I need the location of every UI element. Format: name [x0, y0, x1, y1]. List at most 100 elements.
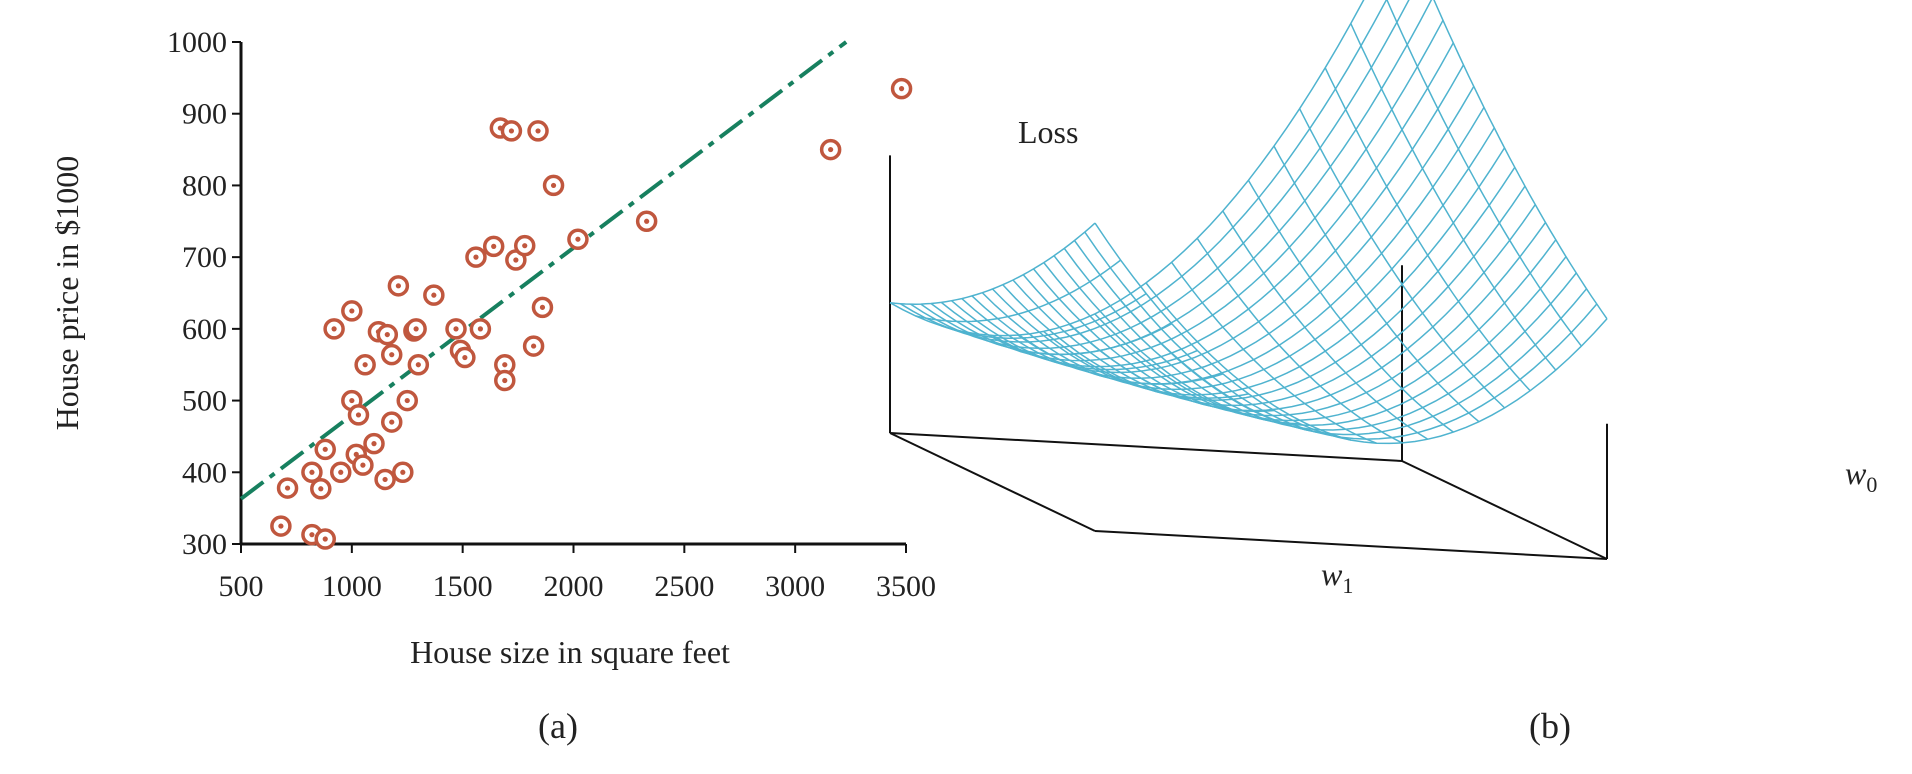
data-point-dot [575, 236, 581, 242]
surface-xlabel-subscript: 1 [1342, 573, 1353, 598]
data-point-dot [371, 441, 377, 447]
surface-xlabel-w: w [1321, 556, 1343, 592]
scatter-panel: 500 1000 1500 2000 2500 3000 3500 300 400 500 600 7… [49, 26, 936, 746]
x-tick-label: 2500 [654, 570, 714, 603]
mesh-line-w1 [910, 0, 1410, 350]
surface-panel: Loss w1 w0 (b) [889, 0, 1877, 746]
data-point-dot [400, 469, 406, 475]
data-point-dot [508, 128, 515, 134]
data-point [445, 318, 467, 340]
data-point-dot [353, 451, 359, 457]
data-point [347, 404, 370, 426]
data-point-dot [453, 326, 459, 332]
data-point [314, 528, 336, 550]
data-point [387, 275, 410, 297]
mesh-line-w1 [1032, 222, 1547, 417]
data-point-dot [477, 326, 483, 332]
mesh-line-w1 [1073, 240, 1588, 436]
data-point-dot [413, 326, 419, 332]
surface-box-back-bottom [889, 432, 1403, 462]
mesh-line-w1 [1063, 247, 1577, 431]
data-point-dot [384, 331, 390, 338]
mesh-line-w1 [981, 127, 1495, 391]
x-tick-label: 1000 [322, 570, 382, 603]
data-point-dot [389, 419, 395, 425]
data-point [380, 343, 403, 366]
data-point [330, 461, 352, 484]
scatter-xlabel: House size in square feet [410, 634, 730, 670]
data-point [465, 246, 487, 268]
y-tick-label: 600 [182, 313, 227, 346]
data-point-dot [828, 146, 834, 153]
data-point [363, 432, 385, 455]
surface-box-left-bottom [889, 432, 1096, 532]
mesh-line-w1 [971, 107, 1485, 385]
data-point-dot [513, 257, 519, 263]
data-point [522, 335, 545, 357]
data-point [341, 300, 363, 322]
data-point [819, 138, 842, 161]
data-point-dot [898, 86, 905, 92]
y-tick-label: 300 [182, 528, 227, 561]
surface-w1-axis [1094, 530, 1608, 560]
data-point [454, 346, 476, 369]
data-point-dot [284, 485, 291, 491]
mesh-line-w1 [920, 0, 1433, 356]
data-point [310, 478, 332, 500]
mesh-line-w0 [1324, 67, 1531, 392]
data-point [890, 77, 913, 100]
surface-zlabel: Loss [1018, 114, 1078, 150]
y-tick-label: 400 [182, 456, 227, 489]
data-point-dot [415, 362, 421, 368]
y-tick-label: 800 [182, 169, 227, 202]
data-point-dot [360, 462, 366, 468]
data-point-dot [550, 182, 557, 189]
mesh-line-w1 [1053, 255, 1567, 427]
regression-line [239, 40, 848, 501]
x-tick-label: 1500 [433, 570, 493, 603]
data-point [374, 468, 396, 491]
x-tick-label: 2000 [544, 570, 604, 603]
mesh-line-w0 [1273, 145, 1480, 423]
mesh-line-w0 [889, 222, 1096, 305]
data-point [380, 411, 403, 433]
data-point [527, 120, 549, 142]
mesh-line-w0 [1386, 0, 1582, 347]
panel-label-a: (a) [538, 706, 578, 746]
data-point-dot [522, 243, 528, 249]
data-point-dot [502, 362, 508, 368]
data-point-dot [382, 476, 388, 483]
data-point [314, 438, 336, 461]
data-point-dot [318, 486, 324, 492]
mesh-line-w1 [1002, 166, 1516, 401]
data-point-dot [278, 523, 284, 529]
data-point [635, 210, 658, 233]
scatter-ticks: 500 1000 1500 2000 2500 3000 3500 300 400 500 600 7… [167, 26, 936, 603]
surface-ylabel-subscript: 0 [1866, 472, 1877, 497]
data-point [323, 318, 345, 340]
y-tick-label: 500 [182, 385, 227, 418]
data-point [567, 228, 589, 250]
mesh-line-w1 [1094, 222, 1608, 445]
data-point-dot [389, 352, 395, 358]
data-point-dot [473, 254, 479, 260]
x-tick-label: 500 [219, 570, 264, 603]
mesh-line-w0 [1433, 0, 1608, 320]
surface-xlabel: w1 [1321, 556, 1353, 598]
data-point [531, 296, 554, 319]
data-point [500, 120, 523, 142]
data-point [407, 353, 430, 376]
data-point [494, 369, 516, 392]
data-point-dot [491, 243, 497, 249]
y-tick-label: 700 [182, 241, 227, 274]
data-point [405, 318, 427, 340]
data-point-dot [362, 362, 368, 368]
mesh-line-w1 [1043, 239, 1557, 422]
data-point [469, 318, 492, 340]
data-point [352, 454, 374, 476]
data-point-dot [309, 532, 315, 538]
mesh-line-w1 [940, 42, 1454, 368]
data-point-dot [349, 397, 355, 404]
y-tick-label: 1000 [167, 26, 227, 59]
mesh-line-w1 [889, 0, 1365, 337]
